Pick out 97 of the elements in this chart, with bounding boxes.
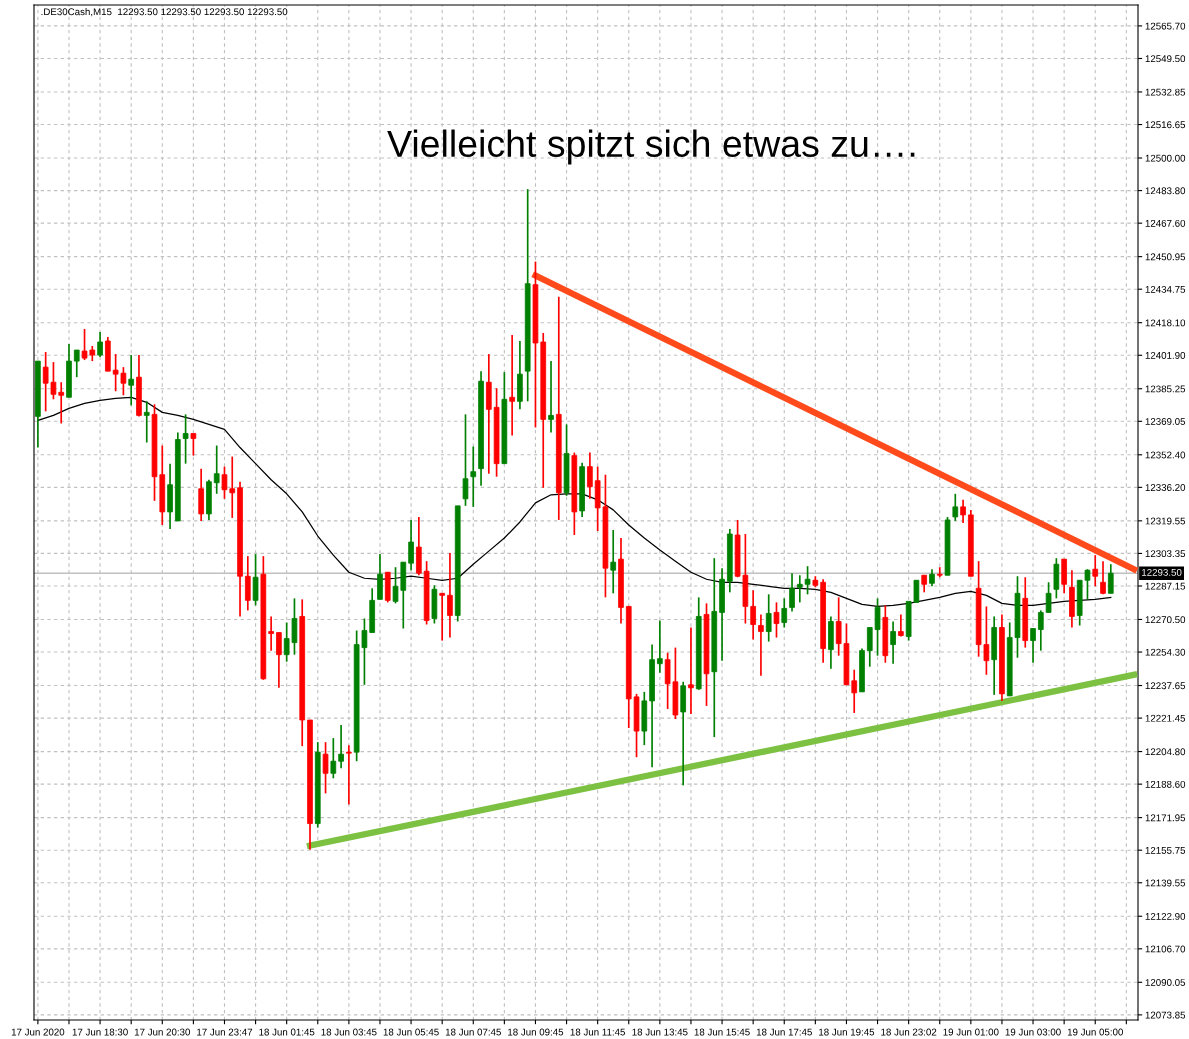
y-tick-label: 12122.90 (1145, 912, 1186, 920)
ref-line-label: 12293.50 (1142, 568, 1182, 576)
x-tick-label: 18 Jun 15:45 (694, 1028, 750, 1036)
candlestick (268, 615, 274, 652)
x-tick-label: 18 Jun 11:45 (570, 1028, 626, 1036)
y-tick-label: 12204.80 (1145, 748, 1186, 756)
candlestick (97, 331, 103, 358)
y-tick-label: 12565.70 (1145, 22, 1186, 30)
x-tick-label: 17 Jun 23:47 (197, 1028, 253, 1036)
x-tick-label: 18 Jun 19:45 (819, 1028, 875, 1036)
candlestick (804, 565, 811, 596)
candlestick (330, 737, 337, 780)
candlestick (338, 724, 344, 770)
candlestick (1100, 560, 1106, 596)
y-tick-label: 12369.05 (1145, 418, 1186, 425)
candlestick (509, 334, 515, 437)
x-tick-label: 18 Jun 07:45 (445, 1028, 501, 1036)
chart-title: .DE30Cash,M15 12293.50 12293.50 12293.50 12293.50 (41, 8, 288, 17)
x-tick-label: 18 Jun 01:45 (259, 1028, 315, 1036)
candlestick (789, 572, 795, 613)
x-tick-label: 19 Jun 03:00 (1005, 1028, 1061, 1036)
y-tick-label: 12287.15 (1145, 582, 1186, 590)
y-tick-label: 12532.85 (1145, 88, 1186, 96)
x-tick-label: 17 Jun 18:30 (72, 1028, 128, 1036)
candlestick (322, 741, 329, 795)
y-tick-label: 12467.60 (1145, 219, 1186, 227)
candlestick (773, 601, 780, 639)
x-tick-label: 18 Jun 09:45 (508, 1028, 564, 1036)
candlestick (657, 619, 663, 674)
candlestick (447, 552, 453, 639)
candlestick (1030, 627, 1036, 664)
annotation: Vielleicht spitzt sich etwas zu…. (387, 129, 915, 165)
x-tick-label: 18 Jun 23:02 (881, 1028, 937, 1036)
y-tick-label: 12483.80 (1145, 187, 1186, 195)
candlestick (462, 413, 469, 507)
y-tick-label: 12401.90 (1145, 352, 1186, 359)
y-tick-label: 12139.55 (1145, 879, 1186, 887)
y-tick-label: 12450.95 (1145, 253, 1186, 261)
candlestick (190, 432, 197, 457)
candlestick (128, 354, 135, 407)
candlestick (252, 553, 259, 607)
y-tick-label: 12073.85 (1145, 1011, 1186, 1019)
y-tick-label: 12188.60 (1145, 780, 1186, 788)
y-tick-label: 12171.95 (1145, 814, 1186, 822)
x-tick-label: 19 Jun 05:00 (1067, 1028, 1123, 1036)
candlestick (796, 574, 803, 604)
y-tick-label: 12106.70 (1145, 945, 1186, 953)
y-tick-label: 12385.25 (1145, 385, 1186, 393)
candlestick (1045, 581, 1052, 614)
x-tick-label: 18 Jun 13:45 (632, 1028, 688, 1036)
candlestick (408, 519, 414, 572)
y-tick-label: 12516.65 (1145, 121, 1186, 129)
candlestick (1092, 554, 1099, 588)
y-tick-label: 12434.75 (1145, 285, 1186, 293)
candlestick (58, 381, 65, 425)
candlestick (587, 451, 593, 500)
candlestick (143, 400, 150, 444)
y-tick-label: 12500.00 (1145, 154, 1186, 162)
candlestick (182, 413, 189, 465)
candlestick (548, 360, 554, 434)
candlestick (610, 529, 617, 595)
x-tick-label: 18 Jun 17:45 (756, 1028, 812, 1036)
y-tick-label: 12090.05 (1145, 979, 1186, 986)
x-tick-label: 17 Jun 20:30 (134, 1028, 191, 1036)
y-tick-label: 12352.40 (1145, 451, 1186, 459)
candlestick (936, 566, 943, 579)
y-tick-label: 12155.75 (1145, 846, 1186, 854)
x-tick-label: 18 Jun 05:45 (383, 1028, 439, 1036)
candlestick (758, 613, 764, 677)
x-tick-label: 17 Jun 2020 (11, 1028, 65, 1036)
candlestick (890, 620, 896, 665)
candlestick (1037, 609, 1044, 652)
candlestick (439, 592, 445, 642)
candlestick (73, 349, 80, 379)
y-tick-label: 12319.55 (1145, 517, 1186, 525)
candlestick (765, 593, 772, 643)
candlestick (276, 631, 282, 689)
candlestick (1107, 563, 1114, 595)
candlestick (898, 613, 904, 638)
y-tick-label: 12549.50 (1145, 55, 1186, 63)
candlestick (781, 597, 788, 629)
y-tick-label: 12418.10 (1145, 319, 1186, 327)
candlestick (960, 498, 966, 524)
x-tick-label: 18 Jun 03:45 (321, 1028, 377, 1036)
y-tick-label: 12303.35 (1145, 550, 1186, 558)
y-tick-label: 12336.20 (1145, 484, 1186, 491)
x-tick-label: 19 Jun 01:00 (943, 1028, 999, 1036)
candlestick (688, 626, 694, 715)
y-tick-label: 12270.50 (1145, 616, 1186, 624)
candlestick (952, 492, 959, 522)
candlestick (346, 744, 352, 806)
y-tick-label: 12254.30 (1145, 648, 1186, 656)
candlestick (213, 444, 220, 495)
y-tick-label: 12221.45 (1145, 714, 1186, 722)
candlestick (470, 445, 477, 508)
candlestick (750, 589, 756, 641)
y-tick-label: 12237.65 (1145, 682, 1186, 690)
